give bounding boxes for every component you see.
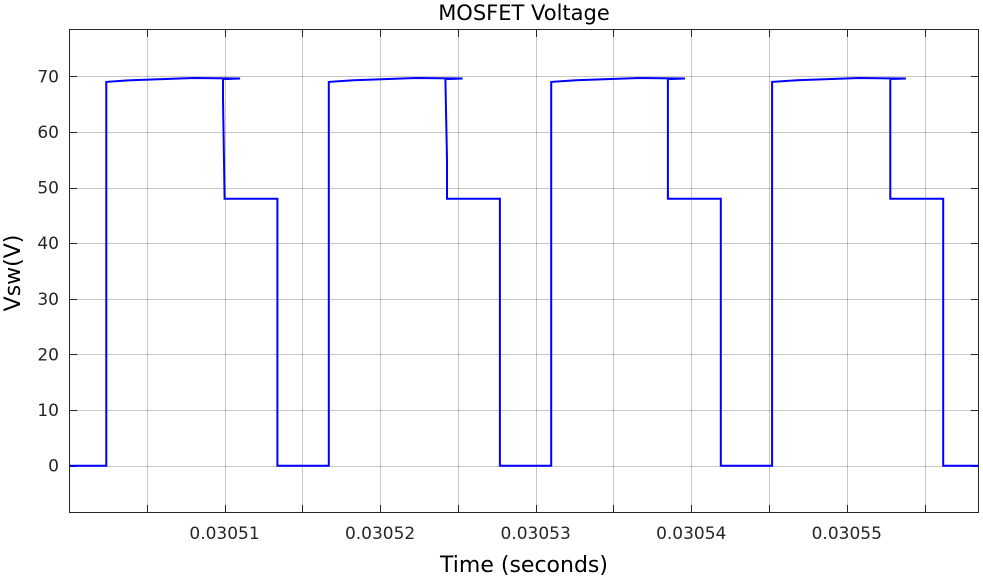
y-tick-label: 10: [37, 401, 59, 421]
plot-frame: [69, 29, 979, 513]
x-axis-label: Time (seconds): [439, 553, 608, 578]
y-axis-label: Vsw(V): [1, 235, 26, 312]
y-tick-label: 0: [48, 457, 59, 477]
x-tick-label: 0.03052: [345, 524, 415, 544]
x-tick-label: 0.03054: [656, 524, 726, 544]
y-tick-label: 40: [37, 234, 59, 254]
y-tick-label: 70: [37, 67, 59, 87]
chart-title: MOSFET Voltage: [438, 1, 610, 25]
y-tick-label: 50: [37, 179, 59, 199]
y-tick-label: 20: [37, 345, 59, 365]
series-layer: [69, 76, 979, 467]
plot-area: [69, 29, 979, 513]
y-tick-label: 60: [37, 123, 59, 143]
y-tick-labels: 0 10 20 30 40 50 60 70: [37, 67, 59, 476]
x-tick-labels: 0.03051 0.03052 0.03053 0.03054 0.03055: [189, 524, 882, 544]
x-tick-label: 0.03053: [501, 524, 571, 544]
series-line: [69, 76, 979, 467]
x-tick-label: 0.03055: [812, 524, 882, 544]
x-tick-label: 0.03051: [189, 524, 259, 544]
y-tick-label: 30: [37, 290, 59, 310]
